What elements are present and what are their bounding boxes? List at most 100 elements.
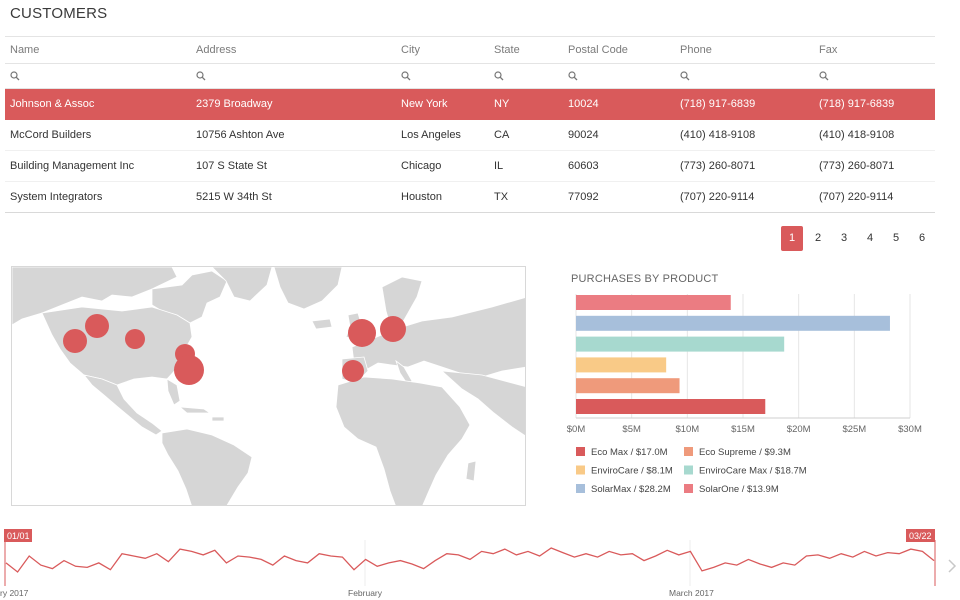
cell-city: New York bbox=[401, 98, 448, 110]
cell-fax: (718) 917-6839 bbox=[819, 98, 895, 110]
x-tick-label: $0M bbox=[567, 424, 586, 435]
purchases-bar-chart: $0M $5M $10M $15M $20M $25M $30M Eco Max / $17.… bbox=[567, 294, 922, 495]
page-title: CUSTOMERS bbox=[10, 5, 108, 22]
table-row[interactable]: System Integrators 5215 W 34th St Houston T… bbox=[5, 182, 935, 213]
column-header-name[interactable]: Name bbox=[10, 44, 40, 56]
x-tick-label: $15M bbox=[731, 424, 755, 435]
timeline-navigator[interactable]: 01/01 03/22 ry 2017 February March 2017 bbox=[0, 526, 960, 600]
filter-fax[interactable] bbox=[819, 64, 829, 88]
x-tick-label: $25M bbox=[842, 424, 866, 435]
x-tick-label: $20M bbox=[787, 424, 811, 435]
map-marker-icon[interactable] bbox=[125, 329, 145, 349]
bar-solarmax[interactable] bbox=[576, 315, 890, 331]
range-end-label: 03/22 bbox=[909, 531, 932, 541]
legend-entry[interactable]: EnviroCare / $8.1M bbox=[591, 466, 673, 477]
column-header-fax[interactable]: Fax bbox=[819, 44, 838, 56]
timeline-line-chart: 01/01 03/22 ry 2017 February March 2017 bbox=[0, 529, 957, 598]
customers-grid: Name Address City State Postal Code Phon… bbox=[5, 36, 935, 213]
column-header-phone[interactable]: Phone bbox=[680, 44, 712, 56]
cell-state: NY bbox=[494, 98, 510, 110]
cell-postal-code: 77092 bbox=[568, 191, 599, 203]
map-marker-icon[interactable] bbox=[85, 314, 109, 338]
map-marker-icon[interactable] bbox=[63, 329, 87, 353]
legend-entry[interactable]: Eco Max / $17.0M bbox=[591, 447, 668, 458]
customer-map[interactable] bbox=[11, 266, 526, 506]
x-tick-label: $10M bbox=[675, 424, 699, 435]
filter-phone[interactable] bbox=[680, 64, 690, 88]
bar-envirocare[interactable] bbox=[576, 357, 667, 373]
cell-address: 10756 Ashton Ave bbox=[196, 129, 285, 141]
cell-name: System Integrators bbox=[10, 191, 103, 203]
timeline-series-line bbox=[5, 547, 935, 573]
bar-eco-supreme[interactable] bbox=[576, 378, 680, 394]
search-icon bbox=[819, 71, 829, 81]
legend-swatch bbox=[576, 465, 585, 475]
search-icon bbox=[10, 71, 20, 81]
column-header-state[interactable]: State bbox=[494, 44, 520, 56]
land-masses bbox=[12, 267, 525, 505]
search-icon bbox=[494, 71, 504, 81]
cell-state: IL bbox=[494, 160, 504, 172]
cell-name: McCord Builders bbox=[10, 129, 92, 141]
map-marker-icon[interactable] bbox=[342, 360, 364, 382]
cell-postal-code: 10024 bbox=[568, 98, 599, 110]
grid-filter-row bbox=[5, 64, 935, 89]
page-button-4[interactable]: 4 bbox=[866, 232, 874, 244]
cell-city: Los Angeles bbox=[401, 129, 461, 141]
legend-entry[interactable]: EnviroCare Max / $18.7M bbox=[699, 466, 807, 477]
page-button-5[interactable]: 5 bbox=[892, 232, 900, 244]
page-button-2[interactable]: 2 bbox=[814, 232, 822, 244]
search-icon bbox=[196, 71, 206, 81]
cell-fax: (707) 220-9114 bbox=[819, 191, 894, 203]
column-header-city[interactable]: City bbox=[401, 44, 420, 56]
legend-entry[interactable]: SolarOne / $13.9M bbox=[699, 484, 779, 495]
cell-phone: (773) 260-8071 bbox=[680, 160, 756, 172]
cell-name: Building Management Inc bbox=[10, 160, 135, 172]
range-end-badge bbox=[906, 529, 935, 542]
legend-swatch bbox=[684, 465, 693, 475]
page-button-1[interactable]: 1 bbox=[781, 226, 803, 251]
map-markers-layer bbox=[63, 314, 406, 385]
filter-postal-code[interactable] bbox=[568, 64, 578, 88]
legend-swatch bbox=[684, 447, 693, 456]
cell-phone: (718) 917-6839 bbox=[680, 98, 756, 110]
chevron-right-icon[interactable] bbox=[948, 559, 957, 573]
table-row[interactable]: Building Management Inc 107 S State St Chi… bbox=[5, 151, 935, 182]
timeline-x-label: March 2017 bbox=[669, 588, 714, 598]
page-button-6[interactable]: 6 bbox=[918, 232, 926, 244]
filter-name[interactable] bbox=[10, 64, 20, 88]
cell-state: CA bbox=[494, 129, 510, 141]
cell-address: 5215 W 34th St bbox=[196, 191, 272, 203]
legend-entry[interactable]: SolarMax / $28.2M bbox=[591, 484, 671, 495]
cell-postal-code: 60603 bbox=[568, 160, 599, 172]
cell-phone: (410) 418-9108 bbox=[680, 129, 756, 141]
page-button-3[interactable]: 3 bbox=[840, 232, 848, 244]
bar-eco-max[interactable] bbox=[576, 399, 766, 414]
cell-phone: (707) 220-9114 bbox=[680, 191, 755, 203]
cell-city: Houston bbox=[401, 191, 442, 203]
x-tick-label: $30M bbox=[898, 424, 922, 435]
legend-entry[interactable]: Eco Supreme / $9.3M bbox=[699, 447, 791, 458]
bar-chart-title: PURCHASES BY PRODUCT bbox=[571, 273, 719, 285]
map-marker-icon[interactable] bbox=[380, 316, 406, 342]
map-marker-icon[interactable] bbox=[348, 319, 376, 347]
filter-address[interactable] bbox=[196, 64, 206, 88]
cell-fax: (773) 260-8071 bbox=[819, 160, 895, 172]
cell-city: Chicago bbox=[401, 160, 442, 172]
column-header-postal-code[interactable]: Postal Code bbox=[568, 44, 628, 56]
column-header-address[interactable]: Address bbox=[196, 44, 237, 56]
filter-city[interactable] bbox=[401, 64, 411, 88]
bar-envirocare-max[interactable] bbox=[576, 336, 785, 352]
map-marker-icon[interactable] bbox=[174, 355, 204, 385]
timeline-x-label: February bbox=[348, 588, 383, 598]
range-start-badge bbox=[4, 529, 32, 542]
table-row[interactable]: Johnson & Assoc 2379 Broadway New York NY 10… bbox=[5, 89, 935, 120]
search-icon bbox=[568, 71, 578, 81]
cell-address: 2379 Broadway bbox=[196, 98, 273, 110]
grid-body: Johnson & Assoc 2379 Broadway New York NY 10… bbox=[5, 89, 935, 213]
cell-state: TX bbox=[494, 191, 509, 203]
filter-state[interactable] bbox=[494, 64, 504, 88]
bar-solarone[interactable] bbox=[576, 295, 731, 310]
search-icon bbox=[680, 71, 690, 81]
table-row[interactable]: McCord Builders 10756 Ashton Ave Los Angel… bbox=[5, 120, 935, 151]
